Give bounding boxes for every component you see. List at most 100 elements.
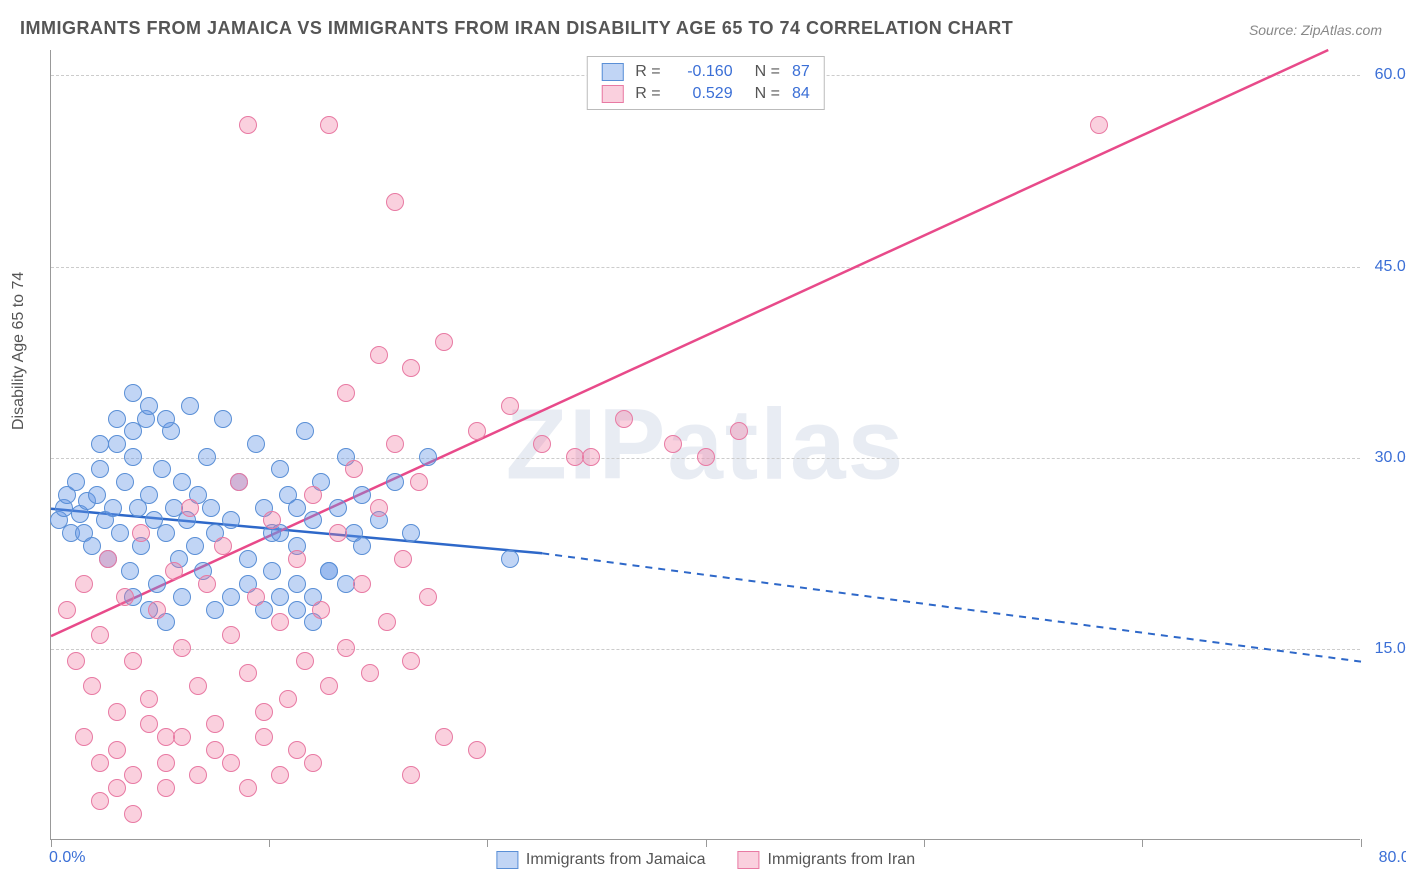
n-label: N = bbox=[755, 85, 780, 103]
point-iran bbox=[108, 703, 126, 721]
point-iran bbox=[402, 359, 420, 377]
point-jamaica bbox=[67, 473, 85, 491]
point-iran bbox=[304, 754, 322, 772]
point-iran bbox=[255, 728, 273, 746]
point-iran bbox=[582, 448, 600, 466]
point-jamaica bbox=[157, 524, 175, 542]
point-jamaica bbox=[140, 397, 158, 415]
point-jamaica bbox=[206, 601, 224, 619]
point-jamaica bbox=[91, 460, 109, 478]
point-iran bbox=[697, 448, 715, 466]
point-iran bbox=[435, 728, 453, 746]
point-iran bbox=[67, 652, 85, 670]
point-jamaica bbox=[222, 588, 240, 606]
point-iran bbox=[124, 652, 142, 670]
trendline-jamaica-dashed bbox=[542, 553, 1361, 661]
point-iran bbox=[75, 728, 93, 746]
xtick bbox=[51, 839, 52, 847]
y-axis-label: Disability Age 65 to 74 bbox=[10, 272, 28, 430]
point-iran bbox=[58, 601, 76, 619]
point-iran bbox=[124, 766, 142, 784]
point-iran bbox=[296, 652, 314, 670]
point-jamaica bbox=[173, 473, 191, 491]
x-first-label: 0.0% bbox=[49, 849, 85, 867]
point-iran bbox=[230, 473, 248, 491]
point-iran bbox=[140, 715, 158, 733]
point-jamaica bbox=[202, 499, 220, 517]
xtick bbox=[269, 839, 270, 847]
swatch-jamaica bbox=[601, 63, 623, 81]
point-jamaica bbox=[329, 499, 347, 517]
point-iran bbox=[165, 562, 183, 580]
n-value-iran: 84 bbox=[792, 85, 810, 103]
point-iran bbox=[108, 741, 126, 759]
point-iran bbox=[255, 703, 273, 721]
chart-title: IMMIGRANTS FROM JAMAICA VS IMMIGRANTS FR… bbox=[20, 18, 1013, 39]
point-iran bbox=[378, 613, 396, 631]
point-jamaica bbox=[116, 473, 134, 491]
ytick-label: 15.0% bbox=[1375, 640, 1406, 658]
point-iran bbox=[501, 397, 519, 415]
point-jamaica bbox=[140, 486, 158, 504]
point-jamaica bbox=[288, 499, 306, 517]
point-iran bbox=[468, 741, 486, 759]
point-iran bbox=[320, 677, 338, 695]
x-last-label: 80.0% bbox=[1379, 849, 1406, 867]
point-jamaica bbox=[124, 384, 142, 402]
point-iran bbox=[329, 524, 347, 542]
xtick bbox=[924, 839, 925, 847]
swatch-iran-bottom bbox=[738, 851, 760, 869]
point-jamaica bbox=[353, 537, 371, 555]
point-jamaica bbox=[337, 575, 355, 593]
point-iran bbox=[108, 779, 126, 797]
point-jamaica bbox=[288, 575, 306, 593]
point-iran bbox=[419, 588, 437, 606]
point-jamaica bbox=[186, 537, 204, 555]
xtick bbox=[487, 839, 488, 847]
point-iran bbox=[132, 524, 150, 542]
point-iran bbox=[615, 410, 633, 428]
point-iran bbox=[239, 779, 257, 797]
point-jamaica bbox=[402, 524, 420, 542]
point-jamaica bbox=[247, 435, 265, 453]
legend-row-iran: R = 0.529 N = 84 bbox=[601, 83, 809, 105]
point-iran bbox=[239, 116, 257, 134]
point-iran bbox=[664, 435, 682, 453]
legend-row-jamaica: R = -0.160 N = 87 bbox=[601, 61, 809, 83]
point-jamaica bbox=[304, 511, 322, 529]
point-jamaica bbox=[320, 562, 338, 580]
point-iran bbox=[386, 435, 404, 453]
point-jamaica bbox=[239, 550, 257, 568]
n-value-jamaica: 87 bbox=[792, 63, 810, 81]
point-iran bbox=[271, 613, 289, 631]
point-iran bbox=[157, 779, 175, 797]
point-iran bbox=[386, 193, 404, 211]
source-label: Source: ZipAtlas.com bbox=[1249, 22, 1382, 38]
point-iran bbox=[91, 626, 109, 644]
point-jamaica bbox=[91, 435, 109, 453]
point-jamaica bbox=[296, 422, 314, 440]
ytick-label: 45.0% bbox=[1375, 258, 1406, 276]
point-jamaica bbox=[124, 422, 142, 440]
point-jamaica bbox=[181, 397, 199, 415]
point-jamaica bbox=[124, 448, 142, 466]
point-iran bbox=[263, 511, 281, 529]
point-iran bbox=[206, 715, 224, 733]
point-iran bbox=[361, 664, 379, 682]
xtick bbox=[706, 839, 707, 847]
point-iran bbox=[198, 575, 216, 593]
point-iran bbox=[157, 728, 175, 746]
point-iran bbox=[173, 728, 191, 746]
point-iran bbox=[730, 422, 748, 440]
point-iran bbox=[320, 116, 338, 134]
point-iran bbox=[288, 550, 306, 568]
point-jamaica bbox=[271, 588, 289, 606]
point-iran bbox=[206, 741, 224, 759]
point-iran bbox=[148, 601, 166, 619]
series-legend: Immigrants from Jamaica Immigrants from … bbox=[496, 851, 915, 869]
gridline-h bbox=[51, 267, 1360, 268]
point-iran bbox=[345, 460, 363, 478]
point-jamaica bbox=[271, 460, 289, 478]
point-jamaica bbox=[288, 601, 306, 619]
point-jamaica bbox=[153, 460, 171, 478]
